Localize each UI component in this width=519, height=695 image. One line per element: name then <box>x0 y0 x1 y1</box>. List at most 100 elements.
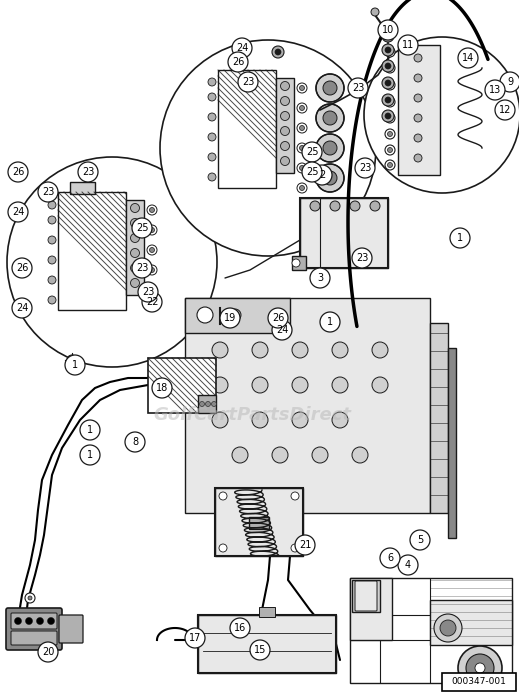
Circle shape <box>78 162 98 182</box>
Circle shape <box>238 72 258 92</box>
Circle shape <box>495 100 515 120</box>
Circle shape <box>8 202 28 222</box>
Circle shape <box>25 593 35 603</box>
Circle shape <box>130 204 140 213</box>
Circle shape <box>38 182 58 202</box>
Circle shape <box>48 216 56 224</box>
Circle shape <box>80 420 100 440</box>
Circle shape <box>297 103 307 113</box>
Circle shape <box>297 163 307 173</box>
Text: 5: 5 <box>417 535 423 545</box>
Circle shape <box>323 315 333 325</box>
Circle shape <box>372 377 388 393</box>
Circle shape <box>48 256 56 264</box>
Circle shape <box>310 268 330 288</box>
Text: 24: 24 <box>236 43 248 53</box>
Circle shape <box>458 48 478 68</box>
Circle shape <box>292 259 300 267</box>
FancyBboxPatch shape <box>198 395 216 413</box>
FancyBboxPatch shape <box>300 198 388 268</box>
Circle shape <box>147 205 157 215</box>
Circle shape <box>382 77 394 89</box>
Circle shape <box>385 129 395 139</box>
Circle shape <box>330 201 340 211</box>
Circle shape <box>385 113 395 123</box>
Circle shape <box>466 654 494 682</box>
Circle shape <box>147 285 157 295</box>
Circle shape <box>385 63 395 73</box>
Text: 1: 1 <box>87 425 93 435</box>
Circle shape <box>410 530 430 550</box>
Circle shape <box>268 308 288 328</box>
Circle shape <box>316 104 344 132</box>
Text: 11: 11 <box>402 40 414 50</box>
Text: 25: 25 <box>136 223 148 233</box>
Circle shape <box>414 154 422 162</box>
Circle shape <box>382 44 394 56</box>
FancyBboxPatch shape <box>70 182 95 194</box>
Circle shape <box>320 312 340 332</box>
Circle shape <box>388 49 392 54</box>
Circle shape <box>152 378 172 398</box>
Circle shape <box>132 258 152 278</box>
Circle shape <box>485 80 505 100</box>
Circle shape <box>500 72 519 92</box>
Text: 24: 24 <box>276 325 288 335</box>
FancyBboxPatch shape <box>198 615 336 673</box>
Circle shape <box>160 40 376 256</box>
Circle shape <box>378 20 398 40</box>
Circle shape <box>208 133 216 141</box>
Circle shape <box>299 106 305 111</box>
Circle shape <box>48 276 56 284</box>
Circle shape <box>208 173 216 181</box>
Circle shape <box>15 617 21 625</box>
Circle shape <box>388 147 392 152</box>
Text: 6: 6 <box>387 553 393 563</box>
Circle shape <box>312 165 332 185</box>
Circle shape <box>382 60 394 72</box>
Circle shape <box>385 80 395 90</box>
FancyBboxPatch shape <box>185 298 290 333</box>
Circle shape <box>323 141 337 155</box>
Circle shape <box>219 544 227 552</box>
Circle shape <box>297 123 307 133</box>
FancyBboxPatch shape <box>398 45 440 175</box>
FancyBboxPatch shape <box>126 200 144 295</box>
Circle shape <box>250 640 270 660</box>
Circle shape <box>382 30 394 42</box>
Text: 23: 23 <box>82 167 94 177</box>
FancyBboxPatch shape <box>350 578 512 683</box>
Circle shape <box>370 201 380 211</box>
Circle shape <box>385 47 391 53</box>
Text: 23: 23 <box>352 83 364 93</box>
Circle shape <box>295 535 315 555</box>
Text: 23: 23 <box>42 187 54 197</box>
Text: 2: 2 <box>319 170 325 180</box>
Circle shape <box>12 298 32 318</box>
Circle shape <box>323 81 337 95</box>
Text: 26: 26 <box>16 263 28 273</box>
Circle shape <box>302 162 322 182</box>
Circle shape <box>208 153 216 161</box>
Circle shape <box>434 614 462 642</box>
Text: 1: 1 <box>72 360 78 370</box>
FancyBboxPatch shape <box>430 600 512 645</box>
Text: 3: 3 <box>317 273 323 283</box>
Text: 26: 26 <box>272 313 284 323</box>
Text: 24: 24 <box>12 207 24 217</box>
Text: 12: 12 <box>499 105 511 115</box>
Text: GolfCartPartsDirect: GolfCartPartsDirect <box>153 406 351 424</box>
Circle shape <box>385 97 391 103</box>
Text: 21: 21 <box>299 540 311 550</box>
Circle shape <box>292 377 308 393</box>
Circle shape <box>208 93 216 101</box>
Circle shape <box>130 234 140 243</box>
Circle shape <box>382 110 394 122</box>
Circle shape <box>25 617 33 625</box>
Circle shape <box>130 249 140 258</box>
Circle shape <box>138 282 158 302</box>
Circle shape <box>299 145 305 151</box>
Circle shape <box>323 111 337 125</box>
Text: 20: 20 <box>42 647 54 657</box>
Circle shape <box>48 617 54 625</box>
